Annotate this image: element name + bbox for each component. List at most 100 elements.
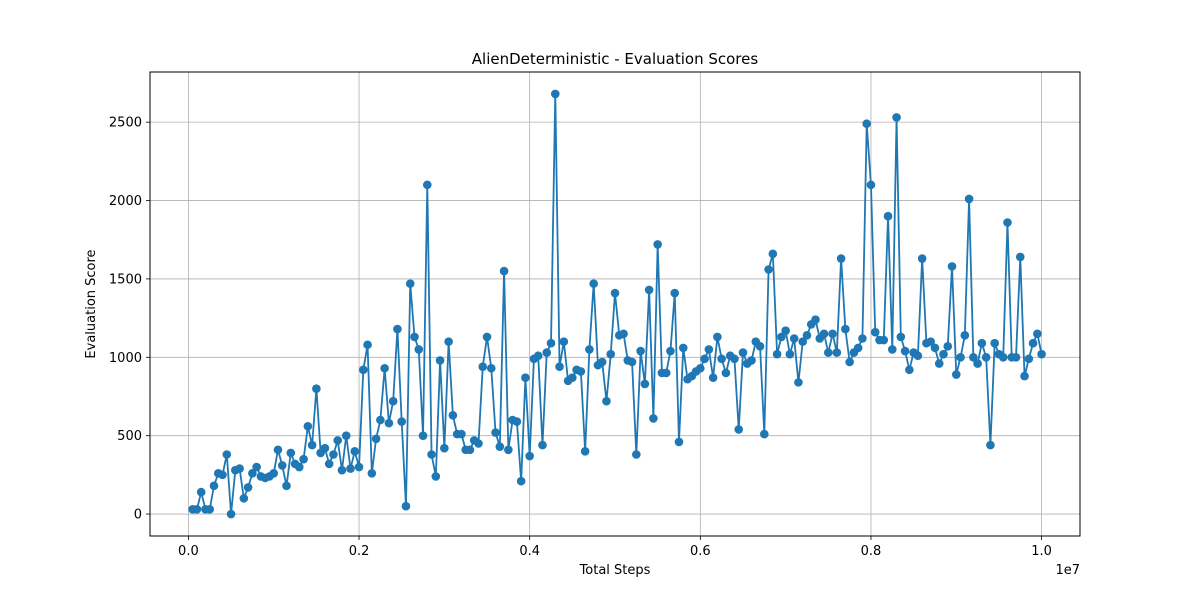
data-point [568,373,577,382]
data-point [448,411,458,420]
data-point [486,363,496,373]
plot-frame [149,71,1081,537]
data-point [713,332,722,342]
data-point [397,417,407,426]
data-point [760,429,769,439]
data-point [303,421,313,431]
chart-title: AlienDeterministic - Evaluation Scores [472,50,759,68]
data-point [282,481,291,491]
data-point [610,288,620,298]
data-point [870,327,880,337]
data-point [1015,252,1025,262]
data-point [670,288,680,298]
data-point [320,443,330,453]
data-point [661,368,671,378]
x-tick-label: 0.8 [861,544,882,559]
data-point [704,345,714,354]
data-point [678,343,688,353]
data-point [597,357,607,367]
data-point [768,249,778,259]
data-point [226,509,236,519]
data-point [841,324,850,334]
data-point [738,348,748,357]
data-point [866,180,876,190]
data-point [717,354,726,364]
data-point [474,439,483,448]
data-point [939,349,948,359]
data-point [649,414,658,423]
data-point [632,450,641,459]
data-point [819,329,829,339]
data-point [1024,354,1034,364]
data-point [239,494,249,503]
data-point [542,348,552,357]
data-point [721,368,731,378]
data-point [956,353,965,362]
data-point [708,373,718,382]
data-point [1020,371,1029,381]
data-point [427,450,436,459]
data-point [504,445,513,455]
x-axis-label: Total Steps [579,563,651,578]
data-point [853,343,863,353]
data-point [789,334,799,343]
data-point [943,342,953,351]
data-point [350,447,360,456]
data-point [802,331,812,340]
data-point [555,362,564,372]
data-point [798,337,808,346]
data-point [900,346,910,356]
x-tick-label: 1.0 [1031,544,1052,559]
data-point [252,462,261,472]
data-point [324,459,334,469]
data-point [644,285,654,295]
data-point [299,454,308,464]
data-point [222,450,232,459]
data-point [772,349,782,359]
data-point [986,440,995,450]
data-point [363,340,372,350]
data-point [747,356,756,365]
x-axis-scale-label: 1e7 [1055,563,1080,578]
data-point [371,434,381,444]
x-tick-label: 0.0 [178,544,199,559]
data-point [559,337,569,346]
data-point [794,378,803,387]
data-point [585,345,594,354]
data-point [277,461,287,470]
data-point [525,451,534,461]
data-point [401,501,411,511]
data-point [444,337,453,346]
data-point [196,487,206,497]
data-point [602,396,611,406]
data-point [619,329,628,339]
data-point [440,443,449,453]
data-point [879,335,889,345]
data-point [410,332,419,342]
data-point [785,349,795,359]
series-points [188,89,1046,519]
data-point [580,447,590,456]
data-point [696,363,705,373]
data-point [546,338,556,348]
data-point [435,356,445,365]
y-tick-label: 1000 [109,351,142,366]
data-point [998,353,1008,362]
data-point [883,211,893,221]
data-point [913,351,923,361]
data-point [1028,338,1038,348]
data-point [341,431,351,440]
data-point [666,346,675,356]
data-point [969,353,978,362]
x-tick-label: 0.4 [519,544,540,559]
data-point [367,469,377,478]
data-point [248,469,257,478]
data-point [730,354,739,364]
data-point [973,359,982,368]
data-point [862,119,871,129]
data-point [926,337,935,346]
data-point [499,266,509,276]
data-point [491,428,500,437]
y-tick-label: 500 [117,429,142,444]
